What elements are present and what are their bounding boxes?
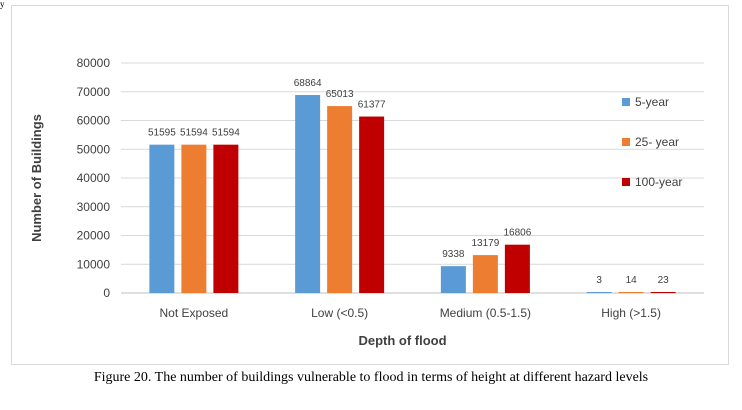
bar [327,106,353,294]
y-tick-label: 50000 [77,142,111,156]
y-tick-label: 0 [103,286,110,300]
legend-label: 5-year [635,95,669,109]
data-label: 51595 [148,128,176,139]
bar [213,144,239,293]
bar [440,266,466,293]
bar-chart: 0 10000 20000 30000 40000 50000 60000 70000 8000… [29,56,704,348]
bar [149,144,175,293]
bar [650,292,676,293]
x-tick-label: Low (<0.5) [311,306,368,320]
data-label: 51594 [212,128,240,139]
y-tick-label: 80000 [77,56,111,70]
y-tick-label: 60000 [77,114,111,128]
chart-area: 0 10000 20000 30000 40000 50000 60000 70000 8000… [11,5,729,365]
data-label: 68864 [294,78,322,89]
y-tick-label: 10000 [77,257,111,271]
legend-swatch [622,138,630,146]
y-tick-label: 30000 [77,200,111,214]
y-tick-label: 20000 [77,229,111,243]
bar [504,244,530,293]
data-label: 9338 [442,249,465,260]
corner-mark: y [0,0,5,9]
data-label: 14 [626,275,638,286]
bar [586,292,612,293]
data-label: 3 [596,275,602,286]
bar [359,116,385,293]
data-label: 13179 [471,238,499,249]
x-tick-label: Medium (0.5-1.5) [440,306,531,320]
bar [295,95,321,294]
x-tick-label: High (>1.5) [601,306,661,320]
bar [181,144,207,293]
data-label: 16806 [503,228,531,239]
x-axis-title: Depth of flood [358,333,446,348]
y-tick-label: 70000 [77,85,111,99]
data-label: 65013 [326,89,354,100]
legend-swatch [622,98,630,106]
bar [472,255,498,293]
data-label: 61377 [358,100,386,111]
figure-caption: Figure 20. The number of buildings vulne… [93,370,649,385]
data-label: 23 [658,275,670,286]
y-axis-title: Number of Buildings [29,114,44,242]
x-tick-label: Not Exposed [160,306,229,320]
bar [618,292,644,293]
legend-label: 100-year [635,175,682,189]
legend-swatch [622,178,630,186]
data-label: 51594 [180,128,208,139]
y-tick-label: 40000 [77,171,111,185]
legend-label: 25- year [635,135,679,149]
